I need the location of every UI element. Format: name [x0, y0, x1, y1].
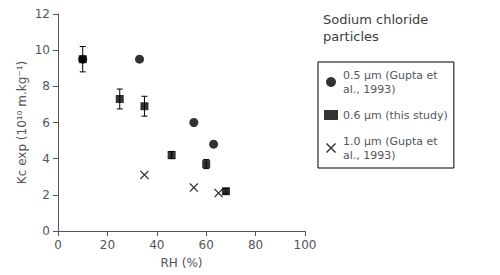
svg-text:100: 100: [294, 238, 317, 252]
svg-text:10: 10: [35, 43, 50, 57]
svg-text:RH (%): RH (%): [161, 256, 203, 270]
svg-text:0: 0: [54, 238, 62, 252]
svg-text:al., 1993): al., 1993): [343, 149, 396, 162]
svg-text:Kc exp (10¹⁰ m.kg⁻¹): Kc exp (10¹⁰ m.kg⁻¹): [15, 61, 29, 184]
svg-text:80: 80: [248, 238, 263, 252]
svg-text:2: 2: [42, 188, 50, 202]
svg-text:0.6 μm (this study): 0.6 μm (this study): [343, 109, 448, 122]
svg-text:8: 8: [42, 79, 50, 93]
svg-text:60: 60: [199, 238, 214, 252]
svg-text:40: 40: [149, 238, 164, 252]
svg-text:12: 12: [35, 7, 50, 21]
svg-text:0.5 μm (Gupta et: 0.5 μm (Gupta et: [343, 69, 438, 82]
svg-text:al., 1993): al., 1993): [343, 83, 396, 96]
svg-text:4: 4: [42, 152, 50, 166]
svg-text:particles: particles: [323, 29, 379, 44]
svg-text:Sodium chloride: Sodium chloride: [323, 12, 428, 27]
svg-text:20: 20: [100, 238, 115, 252]
svg-text:1.0 μm (Gupta et: 1.0 μm (Gupta et: [343, 135, 438, 148]
svg-text:0: 0: [42, 224, 50, 238]
svg-text:6: 6: [42, 116, 50, 130]
